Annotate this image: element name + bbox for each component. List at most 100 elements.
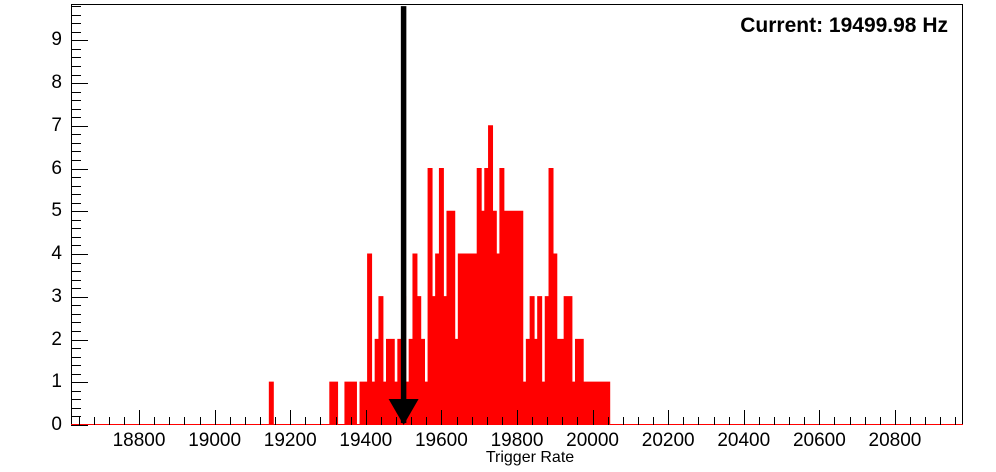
y-axis-tick-minor [71,134,81,136]
x-axis-tick-minor [501,417,503,425]
y-axis-tick-minor [71,108,81,110]
x-axis-tick-minor [123,417,125,425]
y-axis-tick-minor [71,356,81,358]
x-axis-tick-minor [698,417,700,425]
y-axis-tick-label: 2 [51,328,62,350]
x-axis-tick-minor [653,417,655,425]
x-axis-tick-minor [380,417,382,425]
x-axis-tick-major [819,410,821,425]
y-axis-tick-minor [71,142,81,144]
x-axis-tick-minor [471,417,473,425]
x-axis-tick-minor [259,417,261,425]
y-axis-tick-minor [71,322,81,324]
x-axis-tick-minor [229,417,231,425]
current-rate-readout: Current: 19499.98 Hz [740,14,948,37]
x-axis-tick-minor [622,417,624,425]
y-axis-tick-minor [71,279,81,281]
y-axis-tick-minor [71,160,81,161]
x-axis-tick-minor [486,417,488,425]
y-axis-tick-minor [71,365,81,367]
x-axis-title: Trigger Rate [0,449,996,467]
y-axis-tick-minor [71,23,81,25]
histogram-series [71,125,963,425]
x-axis-tick-minor [864,417,866,425]
x-axis-tick-minor [849,417,851,425]
y-axis-tick-minor [71,117,81,119]
y-axis-tick-minor [71,151,81,153]
y-axis-tick-minor [71,330,81,332]
x-axis-tick-minor [728,417,730,425]
x-axis-tick-minor [426,417,428,425]
x-axis-tick-minor [532,417,534,425]
y-axis-tick-label: 7 [51,114,62,136]
y-axis-tick-label: 1 [51,371,62,393]
y-axis-tick-minor [71,202,81,204]
x-axis-tick-minor [169,417,171,425]
y-axis-tick-major [71,83,88,85]
x-axis-tick-major [441,410,443,425]
x-axis-tick-label: 20800 [868,430,922,451]
y-axis-tick-major [71,382,88,384]
y-axis-tick-minor [71,228,81,230]
y-axis-tick-minor [71,57,81,59]
x-axis-title-text: Trigger Rate [485,449,575,466]
y-axis-tick-major [71,168,88,170]
x-axis-tick-minor [834,417,836,425]
x-axis-tick-minor [758,417,760,425]
y-axis-tick-major [71,296,88,298]
x-axis-tick-minor [607,417,609,425]
x-axis-tick-minor [955,417,957,425]
x-axis-tick-minor [940,417,942,425]
y-axis-tick-minor [71,14,81,16]
y-axis-tick-minor [71,194,81,196]
y-axis-tick-minor [71,288,81,290]
x-axis-tick-major [743,410,745,425]
y-axis-tick-minor [71,399,81,401]
y-axis-tick-major [71,425,88,426]
y-axis-tick-major [71,254,88,256]
x-axis-tick-major [290,410,292,425]
histogram-plot [71,125,963,425]
y-axis-tick-label: 0 [51,414,62,435]
x-axis-tick-minor [411,417,413,425]
y-axis-tick-minor [71,245,81,247]
x-axis-tick-minor [78,417,80,425]
y-axis-tick-minor [71,348,81,350]
x-axis-tick-minor [184,417,186,425]
y-axis-tick-major [71,211,88,213]
y-axis-tick-minor [71,185,81,187]
y-axis-tick-major [71,125,88,127]
x-axis-tick-minor [244,417,246,425]
y-axis-tick-minor [71,416,81,418]
y-axis-tick-minor [71,6,81,8]
y-axis-tick-major [71,339,88,341]
x-axis-tick-minor [637,417,639,425]
y-axis-tick-minor [71,262,81,264]
x-axis-tick-major [365,410,367,425]
x-axis-tick-minor [456,417,458,425]
x-axis-tick-minor [305,417,307,425]
y-axis-tick-minor [71,100,81,102]
x-axis-tick-minor [108,417,110,425]
y-axis-tick-major [71,40,88,42]
x-axis-tick-major [894,410,896,425]
histogram-bins [268,125,611,425]
x-axis-tick-minor [804,417,806,425]
x-axis-tick-minor [199,417,201,425]
y-axis-tick-minor [71,219,81,221]
y-axis-tick-minor [71,407,81,409]
x-axis-tick-label: 20000 [566,430,619,451]
x-axis-tick-minor [93,417,95,425]
x-axis-tick-minor [925,417,927,425]
y-axis-tick-label: 5 [51,200,62,222]
x-axis-tick-minor [350,417,352,425]
y-axis-tick-minor [71,373,81,375]
y-axis-tick-label: 9 [51,29,62,51]
y-axis-tick-minor [71,74,81,76]
x-axis-tick-major [214,410,216,425]
y-axis-tick-label: 3 [51,285,62,307]
x-axis-tick-minor [547,417,549,425]
y-axis-tick-minor [71,177,81,179]
y-axis-tick-label: 8 [51,72,62,94]
x-axis-tick-label: 19800 [490,430,544,451]
